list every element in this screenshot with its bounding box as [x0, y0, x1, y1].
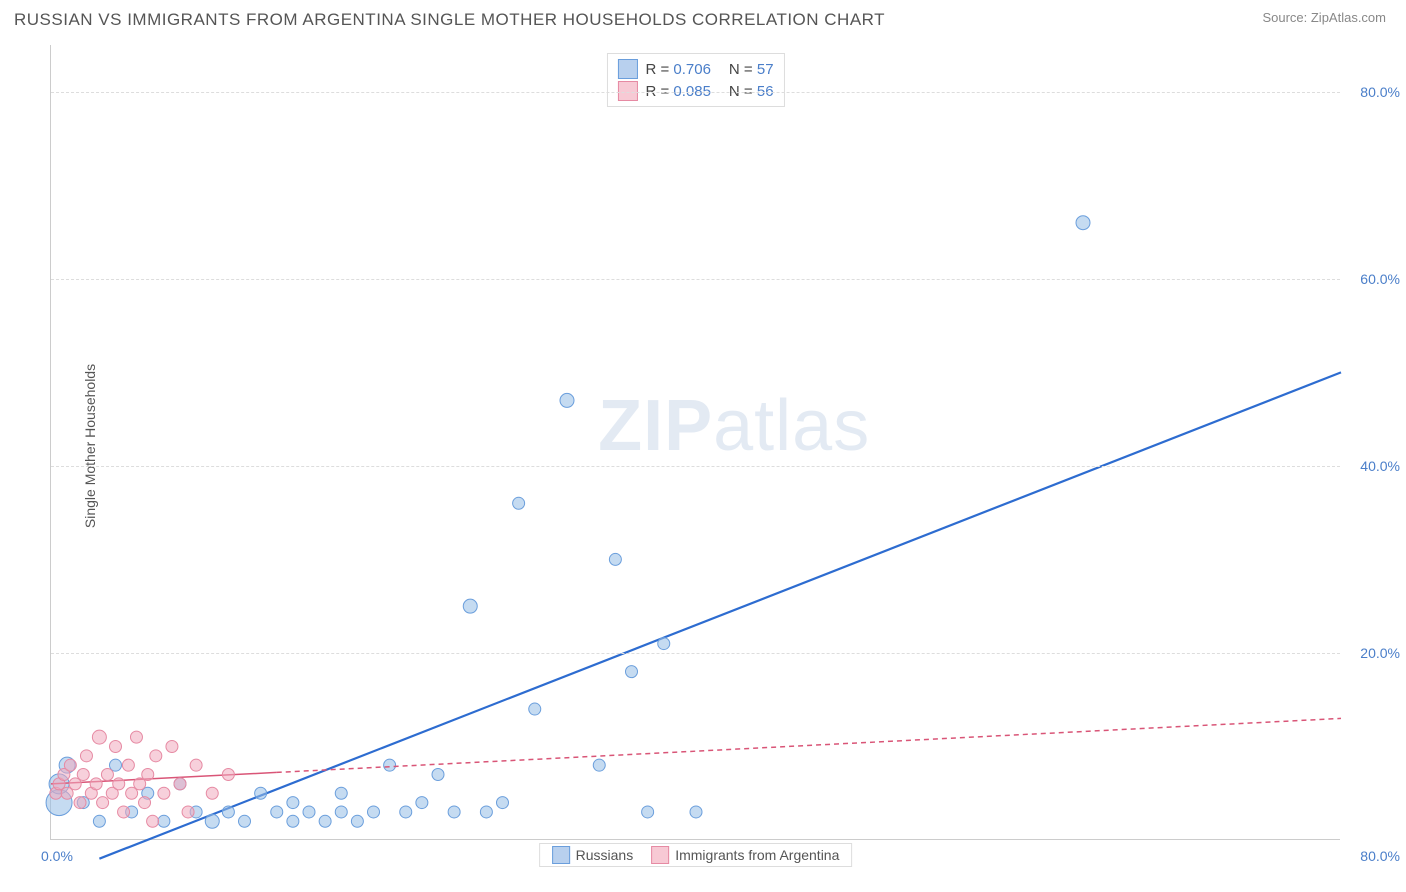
data-point	[101, 769, 113, 781]
y-tick-label: 40.0%	[1360, 458, 1400, 474]
data-point	[90, 778, 102, 790]
n-stat: N = 57	[729, 61, 774, 78]
data-point	[206, 787, 218, 799]
gridline	[51, 466, 1340, 467]
data-point	[287, 797, 299, 809]
chart-title: RUSSIAN VS IMMIGRANTS FROM ARGENTINA SIN…	[14, 10, 885, 30]
data-point	[158, 787, 170, 799]
data-point	[335, 787, 347, 799]
data-point	[118, 806, 130, 818]
data-point	[351, 815, 363, 827]
legend-swatch	[552, 846, 570, 864]
data-point	[529, 703, 541, 715]
x-axis-max-label: 80.0%	[1360, 848, 1400, 864]
data-point	[1076, 216, 1090, 230]
data-point	[113, 778, 125, 790]
data-point	[642, 806, 654, 818]
data-point	[92, 730, 106, 744]
data-point	[205, 814, 219, 828]
data-point	[690, 806, 702, 818]
data-point	[139, 797, 151, 809]
data-point	[400, 806, 412, 818]
data-point	[432, 769, 444, 781]
series-legend: Russians Immigrants from Argentina	[539, 843, 853, 867]
gridline	[51, 653, 1340, 654]
legend-item: Immigrants from Argentina	[651, 846, 839, 864]
data-point	[287, 815, 299, 827]
gridline	[51, 279, 1340, 280]
chart-header: RUSSIAN VS IMMIGRANTS FROM ARGENTINA SIN…	[0, 0, 1406, 35]
data-point	[609, 553, 621, 565]
data-point	[303, 806, 315, 818]
data-point	[463, 599, 477, 613]
data-point	[658, 638, 670, 650]
chart-plot-area: ZIPatlas R = 0.706N = 57R = 0.085N = 56 …	[50, 45, 1340, 840]
data-point	[626, 666, 638, 678]
data-point	[368, 806, 380, 818]
data-point	[110, 740, 122, 752]
data-point	[497, 797, 509, 809]
data-point	[64, 759, 76, 771]
r-stat: R = 0.706	[645, 61, 710, 78]
legend-label: Immigrants from Argentina	[675, 847, 839, 863]
data-point	[93, 815, 105, 827]
legend-swatch	[651, 846, 669, 864]
data-point	[74, 797, 86, 809]
data-point	[142, 769, 154, 781]
data-point	[97, 797, 109, 809]
gridline	[51, 92, 1340, 93]
legend-swatch	[617, 59, 637, 79]
data-point	[560, 393, 574, 407]
data-point	[130, 731, 142, 743]
data-point	[147, 815, 159, 827]
data-point	[190, 759, 202, 771]
data-point	[222, 769, 234, 781]
data-point	[255, 787, 267, 799]
y-tick-label: 80.0%	[1360, 84, 1400, 100]
data-point	[384, 759, 396, 771]
data-point	[271, 806, 283, 818]
source-attribution: Source: ZipAtlas.com	[1262, 10, 1386, 25]
data-point	[593, 759, 605, 771]
y-tick-label: 20.0%	[1360, 645, 1400, 661]
x-axis-min-label: 0.0%	[41, 848, 73, 864]
data-point	[480, 806, 492, 818]
legend-label: Russians	[576, 847, 634, 863]
data-point	[150, 750, 162, 762]
data-point	[158, 815, 170, 827]
data-point	[166, 740, 178, 752]
correlation-legend: R = 0.706N = 57R = 0.085N = 56	[606, 53, 784, 107]
chart-svg	[51, 45, 1340, 839]
data-point	[80, 750, 92, 762]
data-point	[513, 497, 525, 509]
data-point	[222, 806, 234, 818]
data-point	[174, 778, 186, 790]
data-point	[416, 797, 428, 809]
legend-row: R = 0.706 N = 57	[617, 58, 773, 80]
data-point	[122, 759, 134, 771]
data-point	[335, 806, 347, 818]
data-point	[319, 815, 331, 827]
data-point	[77, 769, 89, 781]
data-point	[448, 806, 460, 818]
legend-item: Russians	[552, 846, 634, 864]
data-point	[239, 815, 251, 827]
y-tick-label: 60.0%	[1360, 271, 1400, 287]
data-point	[182, 806, 194, 818]
